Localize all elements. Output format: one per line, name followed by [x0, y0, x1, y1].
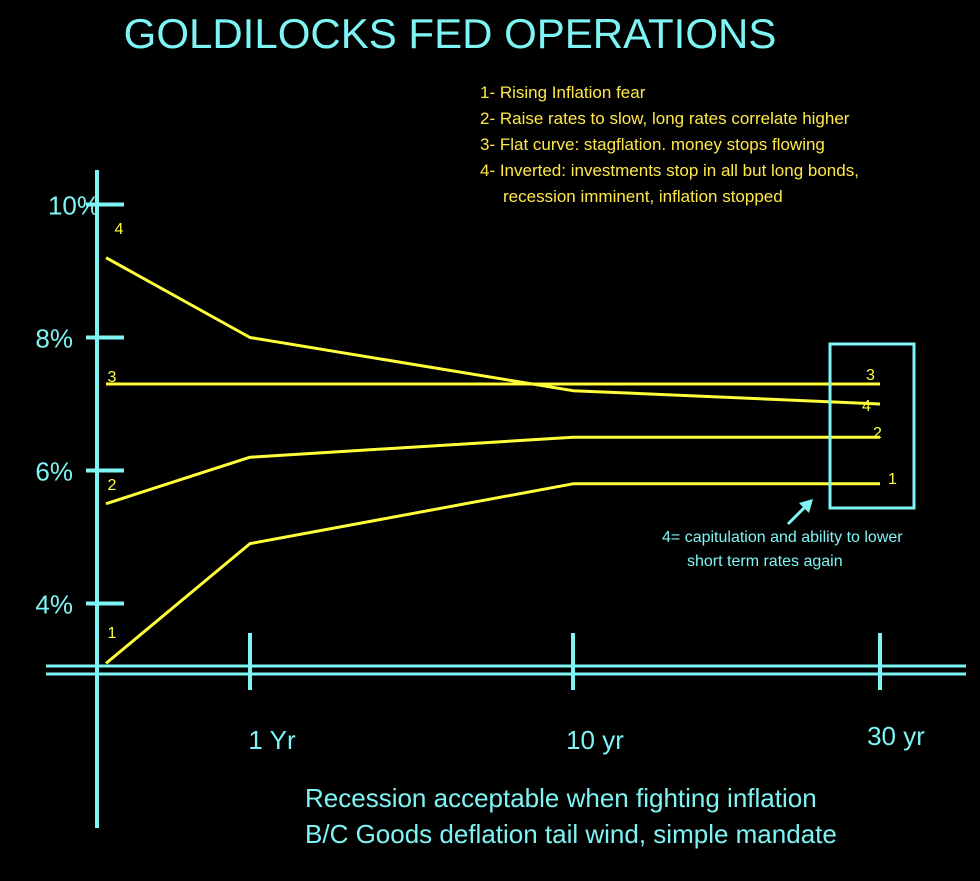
- x-axis: [46, 664, 966, 676]
- footer-line-1: Recession acceptable when fighting infla…: [305, 783, 817, 813]
- footer-line-2: B/C Goods deflation tail wind, simple ma…: [305, 819, 837, 849]
- curve-1-end-label: 1: [888, 471, 897, 488]
- x-tick-label-30: 30 yr: [867, 721, 925, 751]
- legend-item-4-cont: recession imminent, inflation stopped: [503, 187, 783, 206]
- footer-note: Recession acceptable when fighting infla…: [305, 783, 837, 849]
- curve-4: [105, 256, 881, 406]
- curve-2: [105, 435, 880, 506]
- curve-1-start-label: 1: [108, 625, 117, 642]
- y-tick-label-10: 10%: [48, 191, 100, 221]
- legend-item-3: 3- Flat curve: stagflation. money stops …: [480, 135, 825, 154]
- curve-3-end-label: 3: [866, 367, 875, 384]
- annotation-arrow: [786, 499, 813, 526]
- legend: 1- Rising Inflation fear 2- Raise rates …: [480, 83, 859, 206]
- annotation-line-1: 4= capitulation and ability to lower: [662, 529, 903, 546]
- curve-1: [105, 482, 880, 665]
- legend-item-2: 2- Raise rates to slow, long rates corre…: [480, 109, 850, 128]
- y-tick-label-8: 8%: [35, 324, 73, 354]
- x-tick-label-10: 10 yr: [566, 725, 624, 755]
- chart-title: GOLDILOCKS FED OPERATIONS: [124, 10, 777, 57]
- y-tick-label-4: 4%: [35, 590, 73, 620]
- long-end-highlight-box: [828, 342, 916, 510]
- legend-item-4: 4- Inverted: investments stop in all but…: [480, 161, 859, 180]
- legend-item-1: 1- Rising Inflation fear: [480, 83, 646, 102]
- curve-2-start-label: 2: [108, 477, 117, 494]
- x-tick-label-1: 1 Yr: [248, 725, 296, 755]
- curve-4-start-label: 4: [115, 221, 124, 238]
- curve-2-end-label: 2: [873, 425, 882, 442]
- x-ticks: 1 Yr 10 yr 30 yr: [248, 633, 925, 755]
- curve-3-start-label: 3: [108, 369, 117, 386]
- yield-curves: 1 1 2 2 3 3 4 4: [105, 221, 897, 665]
- annotation-line-2: short term rates again: [687, 553, 843, 570]
- y-ticks: 10% 8% 6% 4%: [35, 191, 124, 620]
- curve-4-end-label: 4: [862, 398, 871, 415]
- capitulation-annotation: 4= capitulation and ability to lower sho…: [662, 529, 903, 570]
- y-tick-label-6: 6%: [35, 457, 73, 487]
